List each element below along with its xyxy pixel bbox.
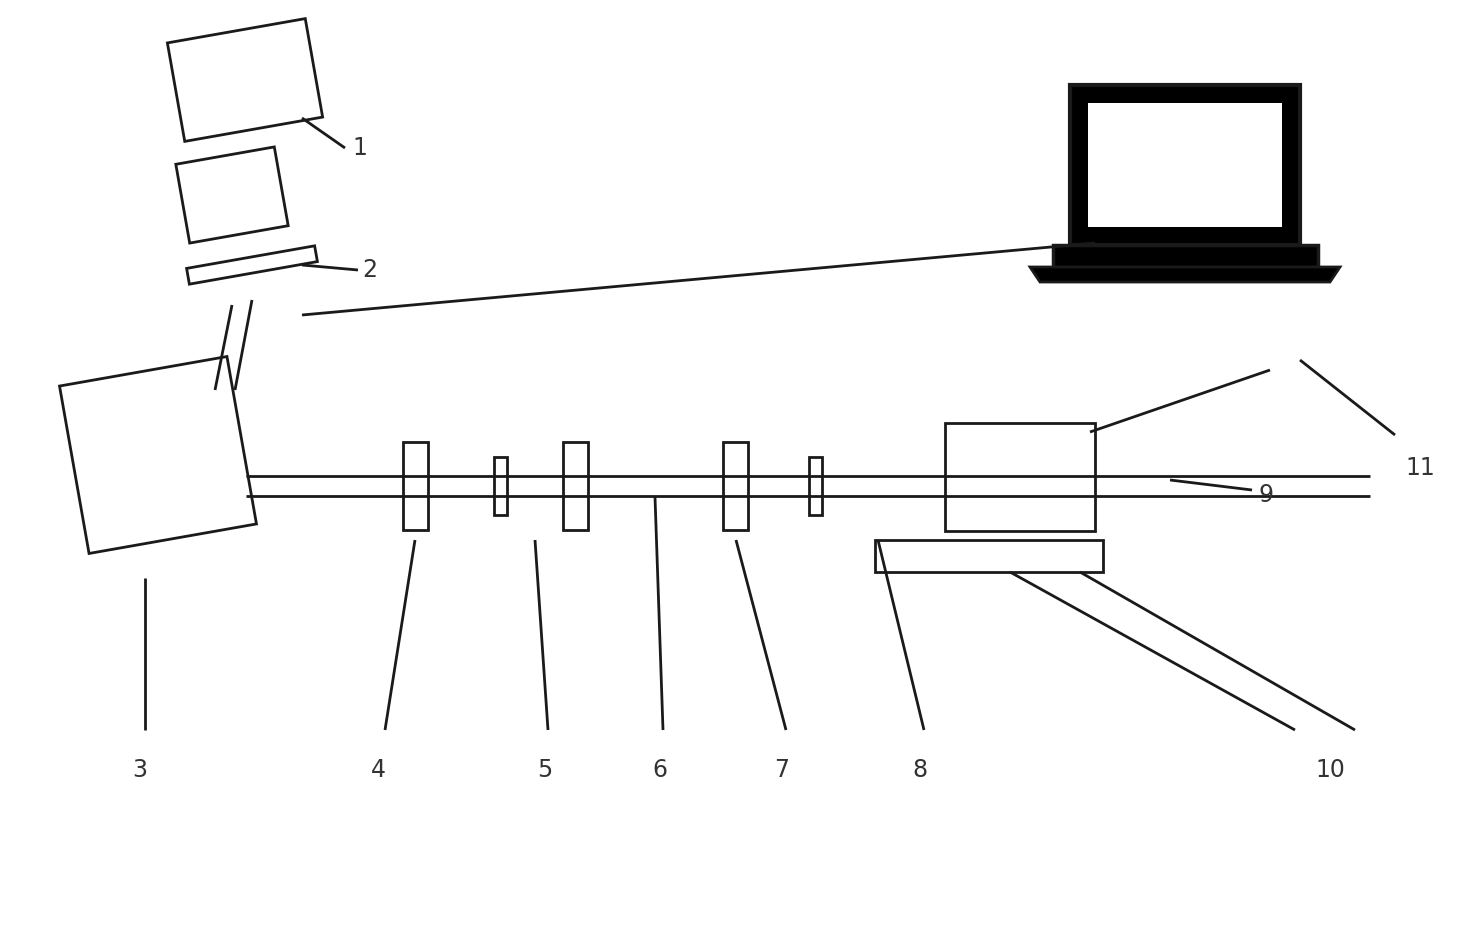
Text: 5: 5 <box>538 758 552 782</box>
Polygon shape <box>168 19 323 141</box>
Polygon shape <box>1030 267 1340 282</box>
Bar <box>809 457 822 515</box>
Bar <box>1089 103 1282 227</box>
Text: 1: 1 <box>352 136 367 160</box>
Bar <box>402 442 427 530</box>
Text: 6: 6 <box>653 758 667 782</box>
Polygon shape <box>59 356 256 554</box>
Bar <box>563 442 588 530</box>
Text: 2: 2 <box>362 258 377 282</box>
Bar <box>722 442 747 530</box>
Text: 3: 3 <box>133 758 147 782</box>
Text: 9: 9 <box>1258 483 1273 507</box>
Bar <box>493 457 507 515</box>
Bar <box>946 423 1094 531</box>
Text: 8: 8 <box>912 758 928 782</box>
Bar <box>1053 245 1317 267</box>
Polygon shape <box>187 246 317 284</box>
Polygon shape <box>175 147 289 243</box>
Text: 4: 4 <box>371 758 386 782</box>
Bar <box>1069 85 1301 245</box>
Text: 11: 11 <box>1405 456 1435 480</box>
Text: 10: 10 <box>1315 758 1345 782</box>
Bar <box>875 540 1103 572</box>
Text: 7: 7 <box>775 758 790 782</box>
